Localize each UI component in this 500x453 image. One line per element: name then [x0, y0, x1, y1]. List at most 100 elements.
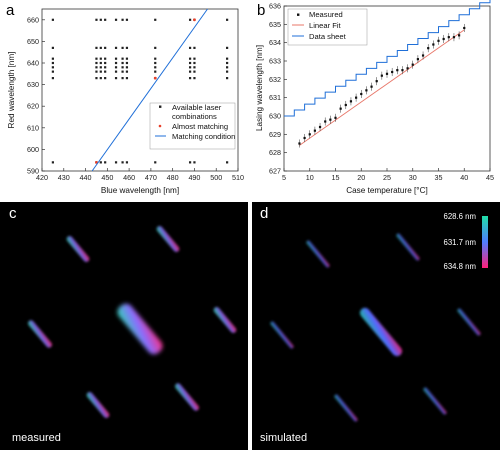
a-y-tick-label: 640 [27, 59, 39, 68]
measured-point [370, 85, 373, 88]
available-combination-point [104, 61, 107, 65]
streak-d-6 [423, 387, 447, 415]
available-combination-point [125, 66, 129, 69]
available-combination-point [104, 46, 107, 49]
b-x-tick-label: 25 [383, 173, 391, 182]
legend-available-line2: combinations [172, 112, 217, 121]
a-x-tick-label: 450 [101, 173, 113, 182]
available-combination-point [121, 77, 124, 80]
a-y-tick-label: 610 [27, 123, 39, 132]
available-combination-point [125, 77, 129, 80]
streak-d-2 [396, 233, 420, 261]
plot-a-legend-box [149, 102, 236, 150]
streak-d-5 [334, 394, 358, 422]
available-combination-point [51, 18, 54, 21]
measured-point [411, 63, 414, 66]
plot-b-x-ticks: 5 10 15 20 25 30 35 40 45 [282, 168, 494, 182]
plot-b-legend-box [287, 8, 368, 46]
a-x-tick-label: 480 [167, 173, 179, 182]
a-y-tick-label: 620 [27, 102, 39, 111]
available-combination-point [188, 161, 192, 164]
available-combination-point [95, 57, 98, 60]
available-combination-point [125, 70, 129, 73]
b-y-tick-label: 633 [269, 57, 281, 66]
legend-datasheet-label: Data sheet [309, 32, 347, 41]
available-combination-point [188, 77, 192, 80]
legend-available-line1: Available laser [172, 103, 222, 112]
legend-measured-marker [297, 13, 300, 16]
available-combination-point [154, 66, 157, 69]
plot-a-x-ticks: 420 430 440 450 460 470 480 490 500 510 [36, 168, 244, 182]
available-combination-point [95, 66, 98, 69]
available-combination-point [114, 46, 118, 49]
plot-a-y-ticks: 590 600 610 620 630 640 650 660 [27, 15, 45, 176]
panel-d-label: d [260, 205, 268, 222]
streak-c-3 [28, 320, 52, 348]
measured-point [432, 43, 435, 46]
measured-point [447, 36, 450, 39]
available-combination-point [121, 18, 124, 21]
streak-c-6 [175, 383, 199, 411]
available-combination-point [51, 61, 54, 65]
available-combination-point [51, 57, 54, 60]
measured-point [334, 116, 337, 119]
available-combination-point [154, 46, 157, 49]
available-combination-point [154, 161, 157, 164]
plot-a-frame [41, 8, 239, 172]
available-combination-point [95, 18, 98, 21]
available-combination-point [121, 57, 124, 60]
streak-d-1 [306, 240, 330, 268]
available-combination-point [188, 61, 192, 65]
b-x-tick-label: 35 [435, 173, 443, 182]
available-combination-point [226, 57, 229, 60]
a-y-tick-label: 660 [27, 15, 39, 24]
a-x-tick-label: 510 [232, 173, 244, 182]
measured-point [318, 125, 322, 129]
a-x-tick-label: 420 [36, 173, 48, 182]
measured-point [406, 67, 409, 70]
available-combination-point [125, 18, 129, 21]
streak-c-2 [156, 226, 180, 252]
b-y-tick-label: 632 [269, 75, 281, 84]
available-combination-point [95, 46, 98, 49]
plot-b-legend: Measured Linear Fit Data sheet [287, 8, 368, 46]
measured-point [339, 107, 342, 110]
panel-d: d simulated 628.6 nm 631.7 nm 634.8 nm [252, 202, 500, 450]
almost-matching-point [153, 76, 157, 80]
plot-b-xlabel: Case temperature [°C] [346, 186, 428, 195]
available-combination-point [99, 18, 102, 21]
available-combination-point [226, 18, 229, 21]
available-combination-point [154, 61, 157, 65]
available-combination-point [104, 70, 107, 73]
available-combination-point [121, 46, 124, 49]
available-combination-point [154, 18, 157, 21]
linear-fit-line [299, 29, 465, 146]
available-combination-point [95, 77, 98, 80]
available-combination-point [125, 57, 129, 60]
available-combination-point [193, 77, 196, 80]
legend-almost-marker [158, 124, 162, 128]
available-combination-point [226, 66, 229, 69]
available-combination-point [99, 66, 102, 69]
plot-b-datasheet-line [284, 0, 491, 117]
panel-a-label: a [6, 2, 15, 19]
measured-point [427, 47, 430, 50]
available-combination-point [226, 70, 229, 73]
available-combination-point [114, 77, 118, 80]
available-combination-point [104, 18, 107, 21]
a-x-tick-label: 460 [123, 173, 135, 182]
measured-point [365, 89, 368, 92]
b-x-tick-label: 15 [332, 173, 340, 182]
plot-a-xlabel: Blue wavelength [nm] [101, 186, 179, 195]
available-combination-point [51, 70, 54, 73]
measured-point [344, 103, 347, 107]
measured-point [421, 54, 425, 57]
b-y-tick-label: 635 [269, 20, 281, 29]
available-combination-point [104, 161, 107, 164]
available-combination-point [114, 66, 118, 69]
panel-b-label: b [257, 2, 265, 19]
measured-point [313, 129, 316, 132]
available-combination-point [121, 61, 124, 65]
colorbar: 628.6 nm 631.7 nm 634.8 nm [443, 212, 488, 271]
streak-c-5 [86, 392, 110, 418]
